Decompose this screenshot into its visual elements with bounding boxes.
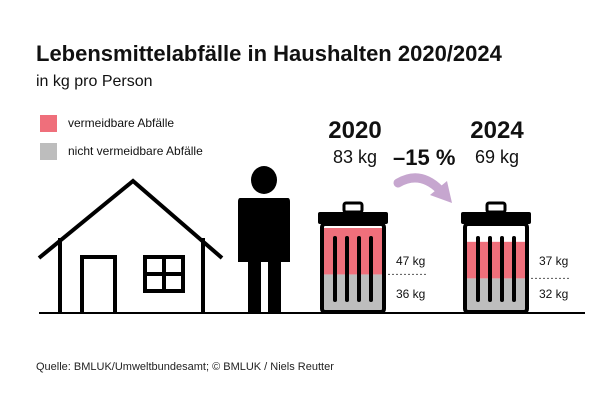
legend-swatch-unavoidable [40,142,57,160]
total-label-2024: 69 kg [474,147,520,167]
change-label: –15 % [393,145,456,170]
segment-label-2020-avoidable: 47 kg [396,254,426,268]
legend-label-unavoidable: nicht vermeidbare Abfälle [68,144,203,158]
legend-swatch-avoidable [40,114,57,132]
chart-subtitle: in kg pro Person [36,73,153,90]
bar-2020-avoidable [322,228,384,275]
segment-label-2024-avoidable: 37 kg [539,254,569,268]
trash-bin-handle [485,201,507,214]
segment-label-2024-unavoidable: 32 kg [539,287,569,301]
chart-title: Lebensmittelabfälle in Haushalten 2020/2… [36,41,502,66]
house-icon [37,178,224,312]
legend-item-avoidable: vermeidbare Abfälle [40,114,175,132]
person-icon [238,166,290,312]
segment-label-2020-unavoidable: 36 kg [396,287,426,301]
bar-2024-avoidable [465,241,527,279]
bar-2024-unavoidable [465,278,527,310]
bar-2020-unavoidable [322,274,384,310]
curved-arrow-icon [393,173,452,203]
legend-item-unavoidable: nicht vermeidbare Abfälle [40,142,203,160]
total-label-2020: 83 kg [332,147,378,167]
year-label-2020: 2020 [328,117,382,144]
bins-layer [318,201,571,314]
trash-bin-handle [342,201,364,214]
trash-bin-lid [461,212,531,224]
legend-label-avoidable: vermeidbare Abfälle [68,116,175,130]
source-note: Quelle: BMLUK/Umweltbundesamt; © BMLUK /… [36,361,334,373]
year-label-2024: 2024 [470,117,524,144]
trash-bin-lid [318,212,388,224]
